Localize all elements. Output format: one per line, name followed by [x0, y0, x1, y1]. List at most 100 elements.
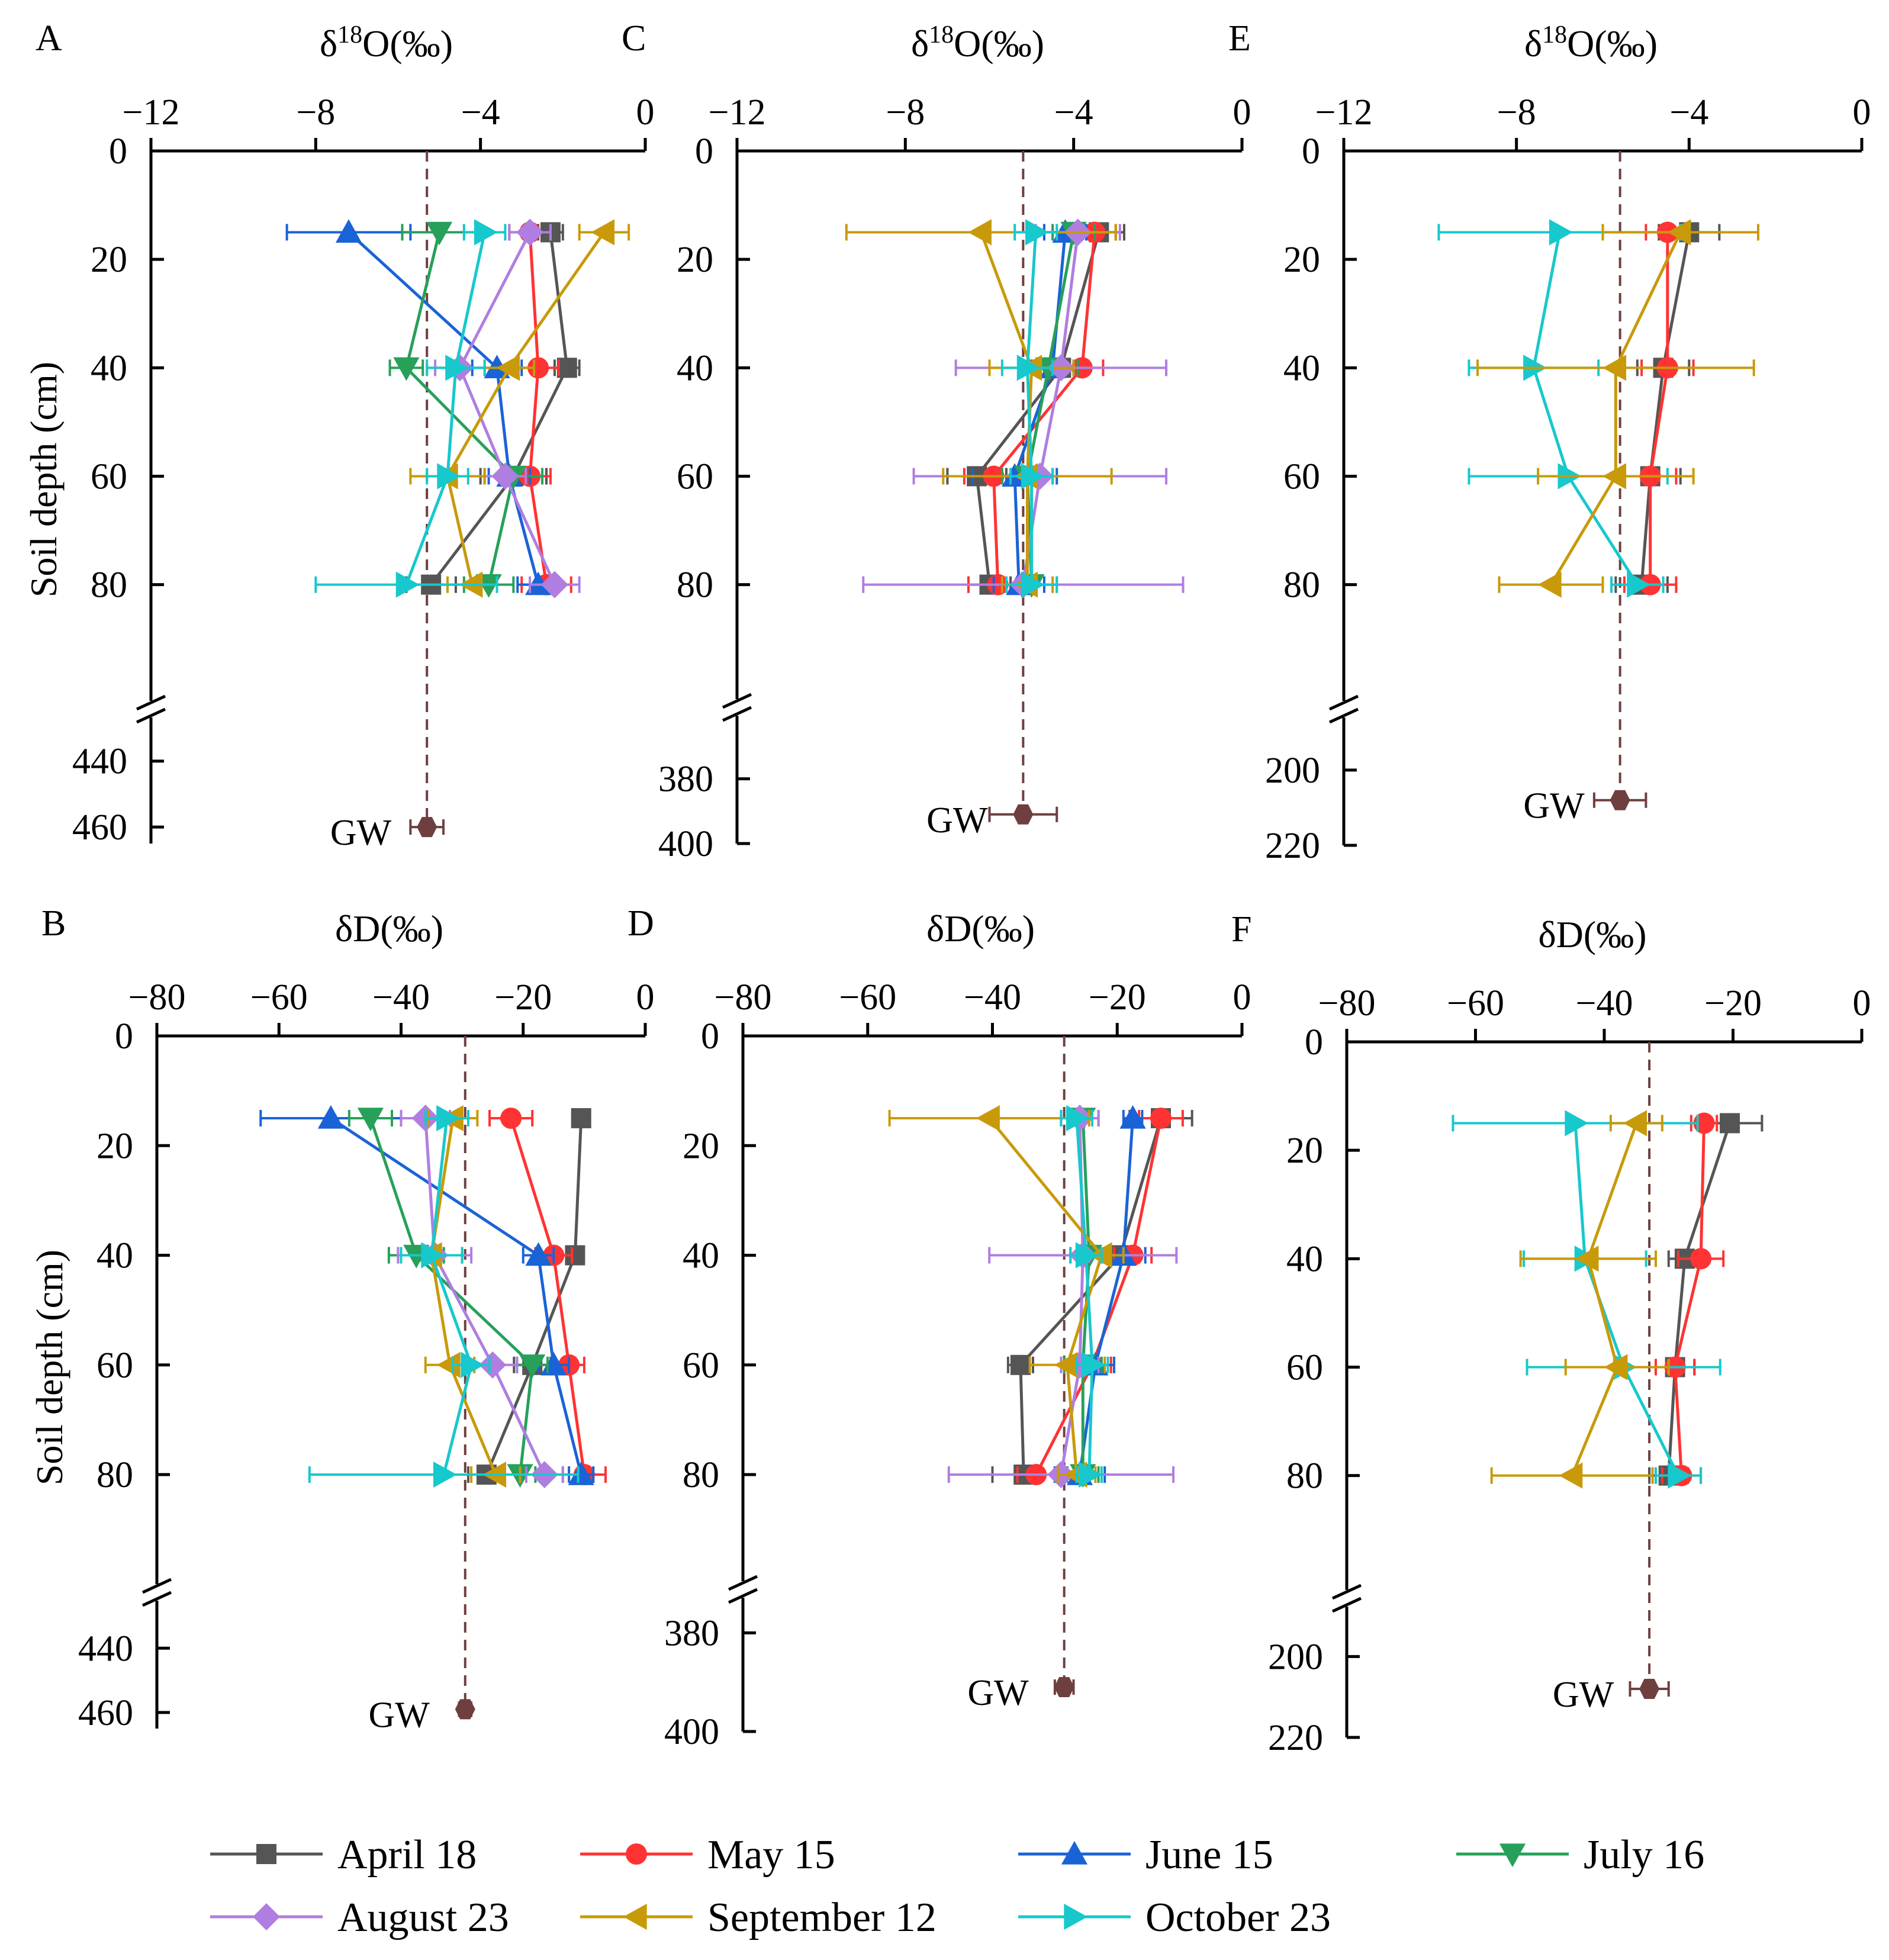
legend: April 18 May 15 June 15 July 16 August 23 Sep… [210, 1832, 1704, 1940]
series-line [458, 231, 556, 585]
y-tick-label: 80 [677, 565, 713, 606]
data-point [591, 219, 615, 246]
data-point [1082, 1351, 1106, 1378]
data-point [484, 355, 510, 378]
series-line [347, 231, 540, 585]
series-line [1025, 232, 1038, 585]
data-point [426, 221, 453, 246]
legend-label: April 18 [337, 1832, 477, 1878]
axis-break-mark [141, 1578, 172, 1594]
series-april-18 [405, 222, 581, 595]
data-point [437, 463, 461, 490]
data-point [1537, 571, 1562, 598]
y-tick-label: 40 [683, 1236, 719, 1276]
data-point [571, 1108, 591, 1128]
data-point [436, 1351, 461, 1378]
series-line [430, 1118, 473, 1475]
series-august-23 [397, 1104, 564, 1489]
axis-break-mark [1331, 1584, 1362, 1600]
series-september-12 [845, 219, 1117, 598]
gw-marker [1639, 1679, 1660, 1699]
legend-item-august-23: August 23 [210, 1895, 509, 1940]
series-line [485, 1118, 583, 1476]
y-tick-label: 40 [677, 348, 713, 388]
x-tick-label: −60 [839, 977, 896, 1018]
x-tick-label: −12 [709, 92, 766, 133]
axis-break-mark [136, 694, 166, 711]
series-april-18 [466, 1108, 591, 1485]
panel-letter: B [41, 903, 66, 944]
series-line [1081, 1118, 1091, 1475]
x-tick-label: −8 [296, 92, 335, 133]
data-point [491, 462, 519, 490]
x-tick-label: −80 [715, 977, 772, 1018]
series-september-12 [409, 219, 630, 598]
series-line [992, 232, 1096, 585]
y-tick-label: 20 [91, 240, 127, 280]
y-tick-label: 60 [1283, 456, 1320, 497]
series-october-23 [308, 1105, 580, 1488]
data-point [479, 1351, 507, 1379]
series-line [1013, 232, 1067, 585]
y-tick-label: 60 [91, 456, 127, 497]
x-tick-label: −40 [964, 977, 1021, 1018]
y-axis-title: Soil depth (cm) [22, 362, 65, 597]
series-july-16 [388, 221, 544, 598]
data-point [516, 218, 544, 246]
series-line [330, 1116, 583, 1475]
legend-item-april-18: April 18 [210, 1832, 477, 1878]
y-tick-label: 440 [78, 1628, 133, 1669]
legend-item-september-12: September 12 [580, 1895, 937, 1940]
legend-item-may-15: May 15 [580, 1832, 835, 1878]
x-tick-label: −80 [1318, 983, 1376, 1024]
gw-marker [455, 1699, 475, 1720]
legend-marker [253, 1903, 280, 1930]
y-tick-label: 0 [1305, 1022, 1323, 1063]
y-tick-label: 380 [658, 759, 713, 800]
x-tick-label: −8 [1497, 92, 1536, 133]
y-tick-label: 0 [109, 131, 127, 172]
data-point [1667, 219, 1691, 246]
data-point [1066, 1105, 1090, 1132]
series-april-18 [1648, 1113, 1764, 1486]
data-point [1054, 1351, 1078, 1378]
x-axis-title: δ18O(‰) [1524, 21, 1658, 65]
y-tick-label: 220 [1265, 826, 1320, 866]
legend-label: August 23 [337, 1895, 509, 1940]
data-point [976, 1105, 1000, 1132]
series-line [1025, 231, 1076, 585]
axis-break-mark [1331, 1597, 1362, 1613]
x-tick-label: 0 [636, 977, 655, 1018]
data-point [433, 1461, 457, 1488]
legend-item-october-23: October 23 [1018, 1895, 1331, 1940]
x-tick-label: 0 [1853, 92, 1871, 133]
x-tick-label: 0 [1233, 92, 1251, 133]
data-point [525, 1242, 552, 1266]
data-point [1623, 1110, 1647, 1137]
legend-item-june-15: June 15 [1018, 1832, 1273, 1878]
legend-marker [1064, 1903, 1088, 1930]
axis-break-mark [1328, 707, 1359, 724]
y-tick-label: 20 [677, 240, 713, 280]
gw-marker [1054, 1677, 1074, 1697]
gw-label: GW [926, 800, 988, 841]
legend-label: July 16 [1584, 1832, 1704, 1878]
series-line [528, 232, 548, 585]
data-point [1575, 1245, 1599, 1272]
series-line [405, 231, 487, 585]
series-line [1035, 1118, 1163, 1476]
panel-letter: E [1228, 18, 1251, 59]
data-point [1604, 1354, 1628, 1380]
data-point [335, 219, 362, 243]
data-point [496, 355, 520, 381]
series-may-15 [1655, 1112, 1725, 1486]
series-line [1019, 1118, 1163, 1475]
data-point [1690, 1248, 1712, 1270]
gw-marker [1610, 790, 1630, 810]
gw-label: GW [1523, 786, 1585, 826]
series-line [1078, 1118, 1135, 1475]
